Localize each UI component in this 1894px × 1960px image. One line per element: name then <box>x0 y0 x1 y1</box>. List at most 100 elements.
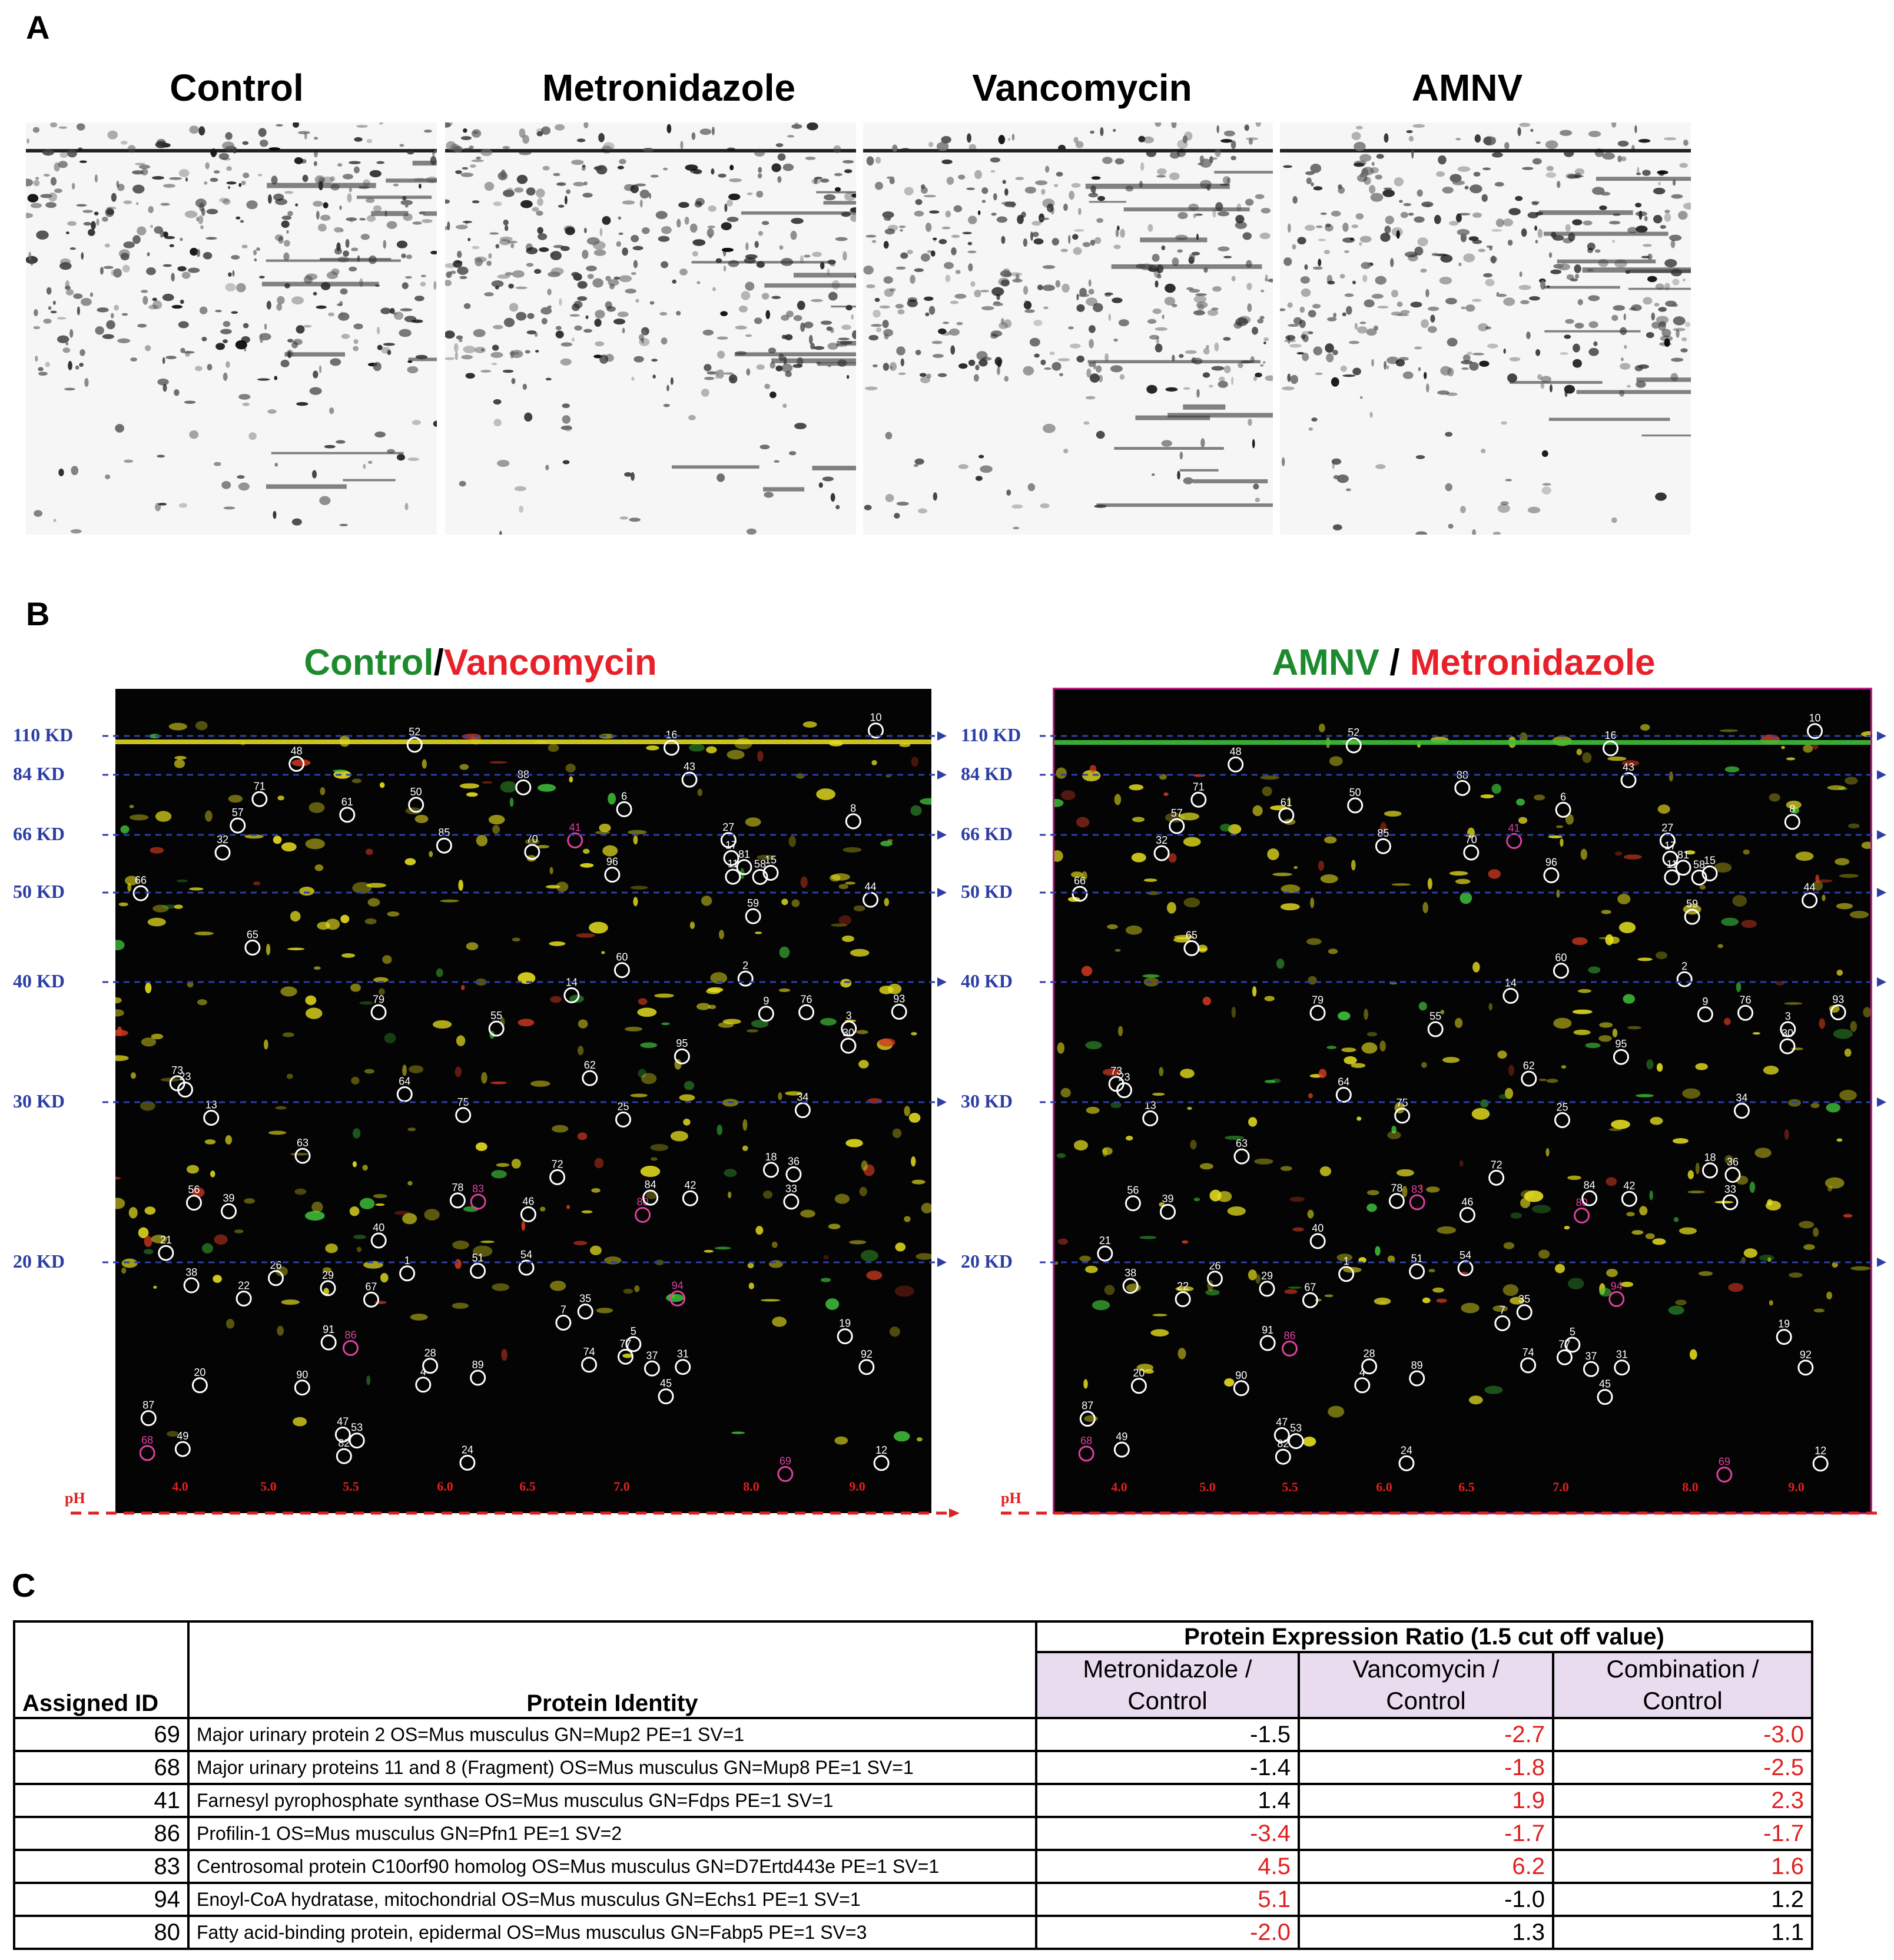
spot-label: 6 <box>621 790 627 802</box>
spot-label: 88 <box>518 768 529 780</box>
spot-label: 55 <box>1429 1010 1441 1022</box>
spot-circle <box>214 844 231 861</box>
spot-label: 2 <box>1681 960 1687 972</box>
spot-circle <box>455 1107 472 1123</box>
protein-identity-cell: Major urinary protein 2 OS=Mus musculus … <box>187 1717 1037 1752</box>
spot-circle <box>1722 1194 1739 1211</box>
spot-label: 34 <box>797 1092 808 1103</box>
protein-identity-cell: Enoyl-CoA hydratase, mitochondrial OS=Mu… <box>187 1882 1037 1917</box>
spot-label: 85 <box>1377 827 1389 839</box>
panel-a-letter: A <box>26 9 50 46</box>
combination-ratio-cell: 1.2 <box>1552 1882 1813 1917</box>
ph-axis-title: pH <box>65 1490 85 1507</box>
spot-label: 12 <box>1815 1445 1826 1457</box>
spot-circle <box>1361 1358 1378 1375</box>
mw-arrow <box>937 770 947 780</box>
spot-label: 42 <box>1623 1180 1635 1192</box>
table-row: 94 Enoyl-CoA hydratase, mitochondrial OS=… <box>13 1882 1813 1917</box>
spot-circle <box>1398 1455 1415 1471</box>
spot-label: 32 <box>1156 834 1167 846</box>
spot-circle <box>294 1379 310 1396</box>
combination-ratio-cell: -2.5 <box>1552 1750 1813 1785</box>
spot-circle <box>174 1441 191 1457</box>
spot-label: 23 <box>1118 1072 1130 1083</box>
metronidazole-ratio-cell: -1.5 <box>1035 1717 1300 1752</box>
spot-label: 72 <box>552 1158 563 1170</box>
spot-circle <box>1659 833 1676 849</box>
spot-circle <box>675 1359 691 1375</box>
spot-circle <box>1463 844 1480 861</box>
spot-label: 51 <box>472 1252 484 1263</box>
spot-label: 89 <box>1411 1359 1423 1371</box>
spot-circle <box>363 1291 379 1308</box>
spot-circle <box>1228 756 1244 772</box>
spot-circle <box>762 1162 779 1178</box>
spot-circle <box>459 1454 476 1471</box>
spot-label: 52 <box>409 726 420 738</box>
spot-circle <box>1206 1271 1223 1287</box>
spot-circle <box>674 1048 690 1064</box>
ph-tick-label: 5.5 <box>343 1479 359 1494</box>
protein-identity-cell: Centrosomal protein C10orf90 homolog OS=… <box>187 1849 1037 1884</box>
spot-circle <box>235 1291 252 1307</box>
spot-circle <box>1691 869 1707 886</box>
spot-label: 1 <box>404 1255 410 1266</box>
spot-label: 69 <box>1719 1456 1730 1468</box>
spot-label: 10 <box>870 712 882 724</box>
spot-circle <box>1108 1076 1125 1092</box>
spot-label: 87 <box>142 1399 154 1411</box>
spot-circle <box>1169 818 1185 834</box>
mw-arrow <box>1877 888 1886 897</box>
spot-circle <box>408 797 424 813</box>
spot-label: 9 <box>1702 996 1708 1007</box>
mw-marker-label: 40 KD <box>13 970 65 991</box>
spot-circle <box>616 801 632 817</box>
spot-label: 18 <box>765 1151 777 1163</box>
spot-label: 59 <box>747 897 759 909</box>
spot-circle <box>1521 1070 1537 1087</box>
spot-label: 38 <box>1125 1267 1136 1279</box>
spot-circle <box>132 885 149 901</box>
spot-label: 52 <box>1348 727 1359 738</box>
spot-circle <box>294 1148 311 1164</box>
spot-label: 66 <box>135 874 147 886</box>
spot-circle <box>1233 1380 1249 1397</box>
spot-circle <box>1506 833 1523 849</box>
spot-circle <box>1259 1335 1276 1351</box>
spot-circle <box>1409 1263 1425 1279</box>
spot-circle <box>1275 1448 1291 1465</box>
spot-label: 90 <box>1235 1369 1247 1381</box>
spot-circle <box>863 891 879 908</box>
spot-circle <box>1733 1103 1750 1119</box>
spot-circle <box>1520 1357 1537 1374</box>
mw-marker-label: 30 KD <box>13 1090 65 1112</box>
spot-label: 34 <box>1736 1092 1747 1104</box>
mw-arrow <box>1877 770 1886 780</box>
spot-label: 20 <box>1133 1367 1145 1379</box>
spot-label: 55 <box>490 1010 502 1022</box>
spot-circle <box>1375 838 1391 854</box>
header-ratio-title: Protein Expression Ratio (1.5 cut off va… <box>1035 1620 1813 1653</box>
spot-label: 24 <box>1401 1444 1412 1456</box>
assigned-id-cell: 94 <box>13 1882 190 1917</box>
spot-circle <box>1516 1304 1533 1321</box>
mw-marker-label: 20 KD <box>961 1251 1013 1272</box>
table-row: 80 Fatty acid-binding protein, epidermal … <box>13 1915 1813 1950</box>
spot-circle <box>681 771 698 788</box>
spot-label: 50 <box>1349 787 1361 798</box>
title-green-label: Control <box>304 642 434 683</box>
spot-label: 71 <box>254 780 266 792</box>
spot-circle <box>1302 1292 1318 1308</box>
metronidazole-ratio-cell: 5.1 <box>1035 1882 1300 1917</box>
spot-label: 60 <box>616 951 628 963</box>
spot-circle <box>664 739 680 756</box>
ph-tick-label: 6.0 <box>437 1479 453 1494</box>
spot-circle <box>613 962 630 979</box>
mw-marker-label: 84 KD <box>13 763 65 784</box>
combination-ratio-cell: 1.1 <box>1552 1915 1813 1950</box>
spot-label: 96 <box>606 856 618 868</box>
ph-tick-label: 7.0 <box>613 1479 630 1494</box>
header-combination-control: Control <box>1552 1685 1813 1719</box>
spot-circle <box>449 1192 466 1209</box>
spot-label: 11 <box>728 858 739 870</box>
